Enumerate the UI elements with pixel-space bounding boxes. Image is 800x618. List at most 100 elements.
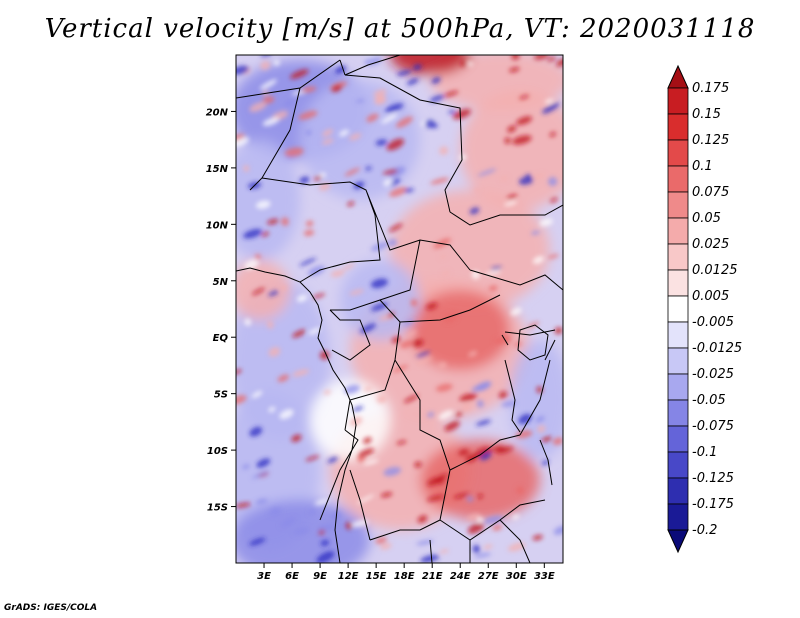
field-blob	[236, 500, 370, 563]
field-speck	[430, 177, 449, 185]
field-speck	[410, 299, 418, 307]
field-speck	[236, 395, 247, 405]
colorbar-swatch	[667, 243, 689, 271]
field-speck	[477, 494, 484, 499]
field-speck	[236, 134, 246, 142]
field-speck	[375, 537, 388, 544]
field-speck	[492, 524, 503, 531]
lat-tick-label: 10N	[206, 220, 229, 231]
field-speck	[507, 125, 517, 133]
field-speck	[249, 426, 263, 437]
colorbar-swatch	[667, 503, 689, 531]
coastline-west	[236, 267, 357, 563]
colorbar-bottom-arrow	[667, 529, 689, 554]
field-speck	[365, 166, 372, 171]
colorbar-swatch	[667, 399, 689, 427]
field-speck	[531, 230, 540, 235]
field-speck	[403, 394, 419, 403]
colorbar-swatch	[667, 477, 689, 505]
field-speck	[510, 307, 522, 316]
colorbar-label: -0.075	[692, 419, 734, 434]
field-speck	[267, 218, 279, 225]
field-speck	[429, 94, 445, 103]
field-speck	[547, 254, 559, 259]
field-speck	[388, 238, 398, 247]
field-speck	[541, 436, 552, 442]
field-speck	[467, 522, 485, 534]
field-speck	[342, 263, 355, 271]
field-speck	[244, 318, 252, 326]
field-speck	[249, 537, 266, 546]
lon-tick-label: 3E	[257, 571, 271, 582]
lake-victoria	[517, 324, 549, 361]
field-speck	[331, 84, 343, 93]
field-speck	[512, 135, 532, 145]
field-speck	[252, 287, 265, 296]
colorbar-swatch	[667, 295, 689, 323]
field-blob	[420, 440, 540, 520]
field-speck	[296, 294, 308, 303]
colorbar-swatch	[667, 113, 689, 141]
field-speck	[435, 383, 453, 392]
field-speck	[356, 494, 375, 505]
field-speck	[358, 448, 375, 458]
field-speck	[254, 254, 261, 260]
field-speck	[383, 179, 393, 187]
field-speck	[349, 416, 363, 427]
colorbar-swatch	[667, 347, 689, 375]
field-speck	[537, 425, 546, 433]
lon-tick-label: 24E	[450, 571, 471, 582]
colorbar-swatch	[667, 217, 689, 245]
field-speck	[268, 507, 282, 517]
field-speck	[268, 290, 279, 297]
lon-tick-label: 27E	[478, 571, 499, 582]
lon-tick-label: 9E	[313, 571, 327, 582]
field-speck	[388, 166, 406, 178]
field-speck	[370, 242, 389, 252]
map-frame	[235, 54, 564, 564]
field-blob	[390, 190, 550, 310]
field-speck	[364, 56, 382, 66]
field-speck	[345, 522, 353, 530]
field-speck	[291, 434, 302, 442]
field-speck	[375, 139, 388, 146]
field-speck	[299, 257, 317, 267]
colorbar: 0.175 0.15 0.125 0.1 0.075 0.05 0.025 0.0125 0.0…	[667, 64, 742, 554]
field-speck	[396, 69, 412, 76]
field-speck	[518, 413, 532, 425]
field-speck	[280, 284, 288, 292]
field-speck	[308, 327, 321, 335]
colorbar-swatch	[667, 87, 689, 115]
lake-kivu	[501, 334, 509, 346]
field-speck	[507, 542, 526, 552]
field-speck	[284, 147, 304, 157]
field-speck	[511, 514, 520, 520]
field-speck	[281, 217, 289, 226]
field-speck	[349, 289, 364, 296]
field-speck	[259, 79, 278, 90]
field-speck	[477, 168, 497, 177]
field-speck	[262, 96, 275, 104]
field-speck	[375, 95, 386, 102]
lat-tick-label: 5N	[213, 277, 229, 288]
field-speck	[292, 329, 306, 338]
field-speck	[425, 302, 438, 310]
field-speck	[391, 336, 401, 343]
field-speck	[344, 167, 360, 177]
field-speck	[465, 453, 477, 463]
colorbar-label: 0.175	[692, 81, 729, 96]
field-speck	[242, 464, 250, 470]
field-speck	[236, 502, 251, 508]
field-speck	[404, 188, 414, 193]
field-speck	[322, 129, 333, 137]
field-speck	[504, 201, 518, 206]
field-speck	[490, 266, 502, 271]
colorbar-label: -0.2	[692, 523, 717, 538]
field-speck	[466, 496, 474, 502]
field-speck	[399, 340, 414, 349]
lat-tick-label: 5S	[214, 390, 228, 401]
field-speck	[322, 138, 334, 145]
field-speck	[283, 99, 294, 107]
field-speck	[466, 59, 474, 67]
field-speck	[484, 270, 502, 276]
